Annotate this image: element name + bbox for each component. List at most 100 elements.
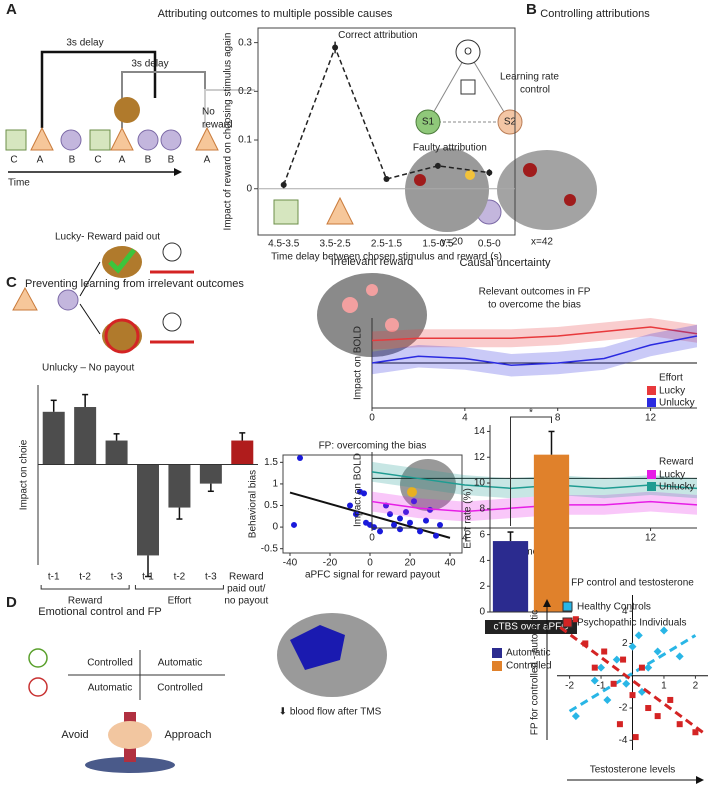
money-bag [102, 320, 142, 352]
point [332, 44, 339, 51]
check [108, 248, 136, 274]
y-axis-label: Impact on choie [19, 439, 30, 510]
activation [414, 174, 426, 186]
point [403, 508, 409, 515]
annotation: cTBS over aPFC [493, 622, 568, 633]
x-tick-label: 8 [555, 413, 561, 424]
hand [108, 721, 152, 749]
legend-swatch [562, 617, 573, 628]
x-tick-label: 4.5-3.5 [268, 239, 300, 250]
point [597, 663, 606, 672]
annotation-box [485, 620, 577, 634]
legend-label: Automatic [506, 648, 550, 659]
y-tick-label: 0.3 [238, 37, 252, 48]
point [638, 664, 645, 671]
point [616, 721, 623, 728]
legend-label: Lucky [659, 386, 685, 397]
y-tick-label: 0.1 [238, 135, 252, 146]
brain-title: Irrelevant reward [331, 256, 414, 268]
time-label: Time [8, 178, 30, 189]
node-label: O [464, 47, 472, 58]
circle [160, 129, 182, 151]
square [273, 199, 299, 225]
point [434, 162, 441, 169]
y-tick-label: 4 [479, 555, 485, 566]
seq-label: A [204, 155, 211, 166]
table-cell: Automatic [158, 658, 202, 669]
slice-label: y=20 [441, 237, 463, 248]
significance-bracket [510, 416, 552, 527]
seq-label: C [94, 155, 101, 166]
bar [168, 464, 191, 508]
point [692, 729, 699, 736]
point [644, 663, 653, 672]
point [397, 515, 403, 522]
no-sign [104, 318, 140, 354]
panel-title: Emotional control and FP [38, 606, 162, 618]
edge [427, 51, 469, 123]
legend-swatch [647, 398, 656, 407]
brain [497, 150, 597, 230]
node [460, 79, 476, 95]
panel-label: A [6, 1, 17, 18]
point [653, 647, 662, 656]
control-label: control [520, 85, 550, 96]
point [397, 526, 403, 533]
y-tick-label: -4 [619, 735, 628, 746]
x-tick-label: 1 [661, 680, 667, 691]
point [659, 626, 668, 635]
x-tick-label: -20 [323, 558, 338, 569]
activation [523, 163, 537, 177]
point [347, 502, 353, 509]
x-axis-label: Time delay between chosen stimulus and r… [271, 252, 502, 263]
x-tick-label: no payout [224, 596, 268, 607]
legend-swatch [647, 470, 656, 479]
y-tick-label: 0.2 [238, 86, 252, 97]
legend-swatch [647, 482, 656, 491]
table-cell: Automatic [88, 683, 132, 694]
point [572, 616, 579, 623]
x-tick-label: t-1 [142, 572, 154, 583]
x-tick-label: Reward [229, 572, 263, 583]
x-axis-label: Testosterone levels [590, 765, 676, 776]
y-tick-label: 6 [479, 529, 485, 540]
bar [137, 464, 159, 556]
point [433, 532, 439, 539]
lucky-label: Lucky- Reward paid out [55, 232, 160, 243]
circle [57, 289, 79, 311]
x-tick-label: 20 [404, 558, 416, 569]
point [634, 631, 643, 640]
panel-label: C [6, 274, 17, 291]
y-tick-label: -2 [619, 703, 628, 714]
x-tick-label: 40 [444, 558, 456, 569]
panel-label: D [6, 594, 17, 611]
point [486, 169, 493, 176]
point [667, 696, 674, 703]
slice-label: x=42 [531, 237, 553, 248]
triangle [30, 126, 54, 151]
activation [407, 487, 417, 497]
point [628, 642, 637, 651]
brain-inset [400, 459, 456, 511]
y-axis-label: Impact on BOLD [353, 453, 364, 527]
legend-title: Effort [659, 373, 683, 384]
person [162, 242, 182, 262]
point [391, 521, 397, 528]
x-tick-label: t-3 [205, 572, 217, 583]
avoid: Avoid [61, 729, 88, 741]
x-tick-label: -40 [283, 558, 298, 569]
y-tick-label: 8 [479, 503, 485, 514]
delay-label: 3s delay [66, 38, 103, 49]
x-tick-label: 0 [369, 413, 375, 424]
annotation: Correct attribution [338, 30, 417, 41]
point [582, 640, 589, 647]
error-band [372, 318, 697, 350]
panel-title: Controlling attributions [540, 8, 650, 20]
delay-arrow [204, 89, 255, 128]
legend-label: Unlucky [659, 398, 695, 409]
y-tick-label: 10 [474, 478, 486, 489]
point [603, 695, 612, 704]
x-tick-label: paid out/ [227, 584, 266, 595]
line [371, 326, 698, 342]
